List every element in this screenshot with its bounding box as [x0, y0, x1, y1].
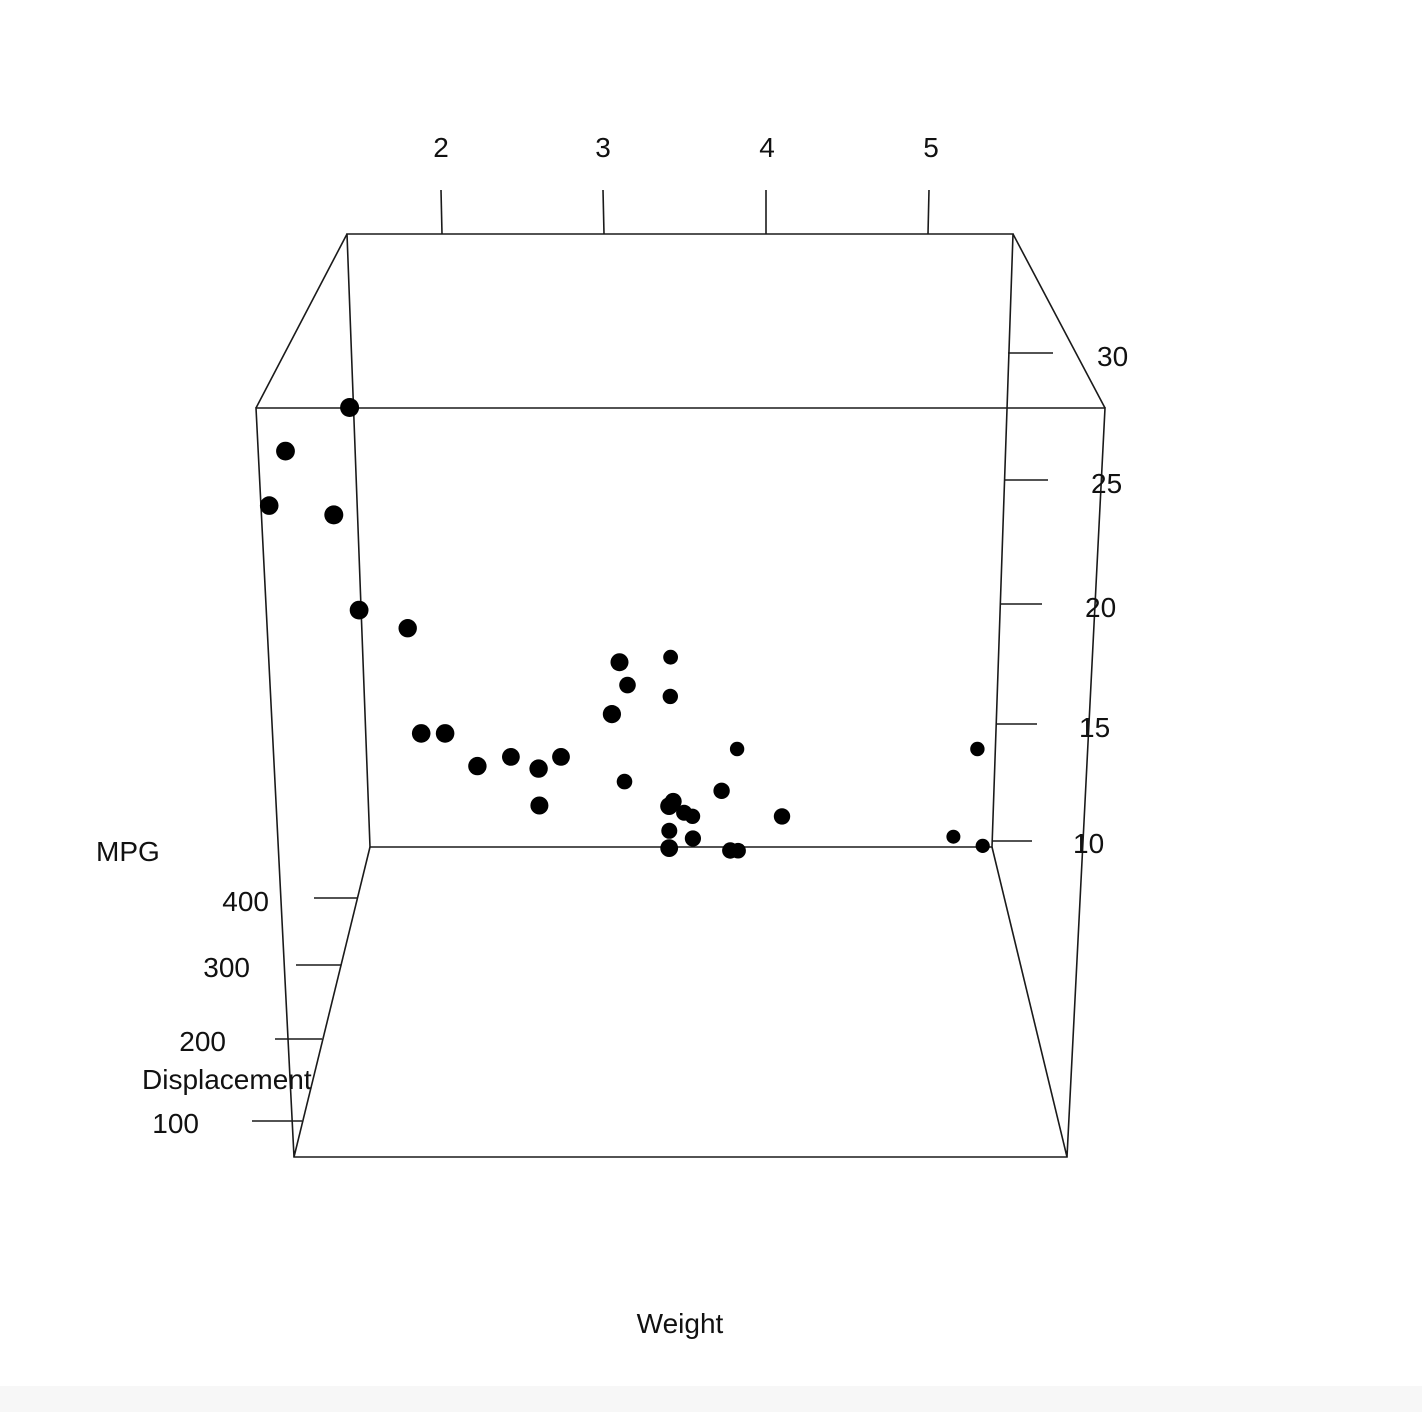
- data-point: [276, 441, 295, 461]
- weight-tick-label: 3: [595, 132, 611, 163]
- data-point: [664, 792, 682, 810]
- weight-tick: [602, 189, 605, 235]
- mpg-axis-label: MPG: [96, 836, 160, 867]
- data-point: [616, 773, 633, 790]
- data-point: [660, 839, 679, 857]
- data-point: [970, 741, 985, 757]
- edge-top-right: [1012, 233, 1106, 409]
- data-point: [662, 688, 678, 705]
- data-point: [411, 724, 431, 743]
- mpg-axis: 10 15 20 25 30 MPG: [96, 341, 1128, 867]
- data-point: [529, 759, 548, 778]
- mpg-tick-label: 10: [1073, 828, 1104, 859]
- data-point: [259, 496, 279, 515]
- data-point: [713, 782, 730, 799]
- data-point: [619, 676, 636, 694]
- weight-tick-label: 4: [759, 132, 775, 163]
- data-point: [684, 808, 701, 824]
- data-point: [684, 830, 702, 847]
- data-point: [502, 748, 520, 766]
- data-point: [729, 741, 745, 757]
- mpg-tick-label: 20: [1085, 592, 1116, 623]
- front-face: [255, 407, 1106, 1158]
- weight-tick: [927, 189, 930, 235]
- data-point: [610, 653, 629, 672]
- data-point: [946, 829, 961, 844]
- weight-axis-label: Weight: [637, 1308, 724, 1339]
- data-point: [730, 842, 746, 859]
- mpg-tick-label: 15: [1079, 712, 1110, 743]
- weight-tick: [440, 189, 443, 235]
- mpg-tick-label: 30: [1097, 341, 1128, 372]
- data-point: [435, 724, 455, 743]
- box-frame: [255, 233, 1106, 1158]
- weight-axis: 2 3 4 5 Weight: [433, 132, 939, 1339]
- data-point: [349, 600, 369, 620]
- edge-bottom-right: [991, 846, 1068, 1158]
- data-point: [530, 796, 549, 815]
- displacement-tick-label: 100: [152, 1108, 199, 1139]
- displacement-tick-label: 200: [179, 1026, 226, 1057]
- data-point: [663, 649, 678, 665]
- edge-bottom-left: [293, 846, 371, 1158]
- data-point: [340, 398, 360, 417]
- data-points: [259, 398, 990, 859]
- data-point: [468, 756, 487, 776]
- data-point: [773, 808, 791, 825]
- displacement-tick-label: 400: [222, 886, 269, 917]
- edge-top-left: [255, 233, 348, 409]
- data-point: [975, 838, 990, 854]
- displacement-axis-label: Displacement: [142, 1064, 312, 1095]
- data-point: [324, 505, 344, 525]
- data-point: [602, 705, 622, 724]
- mpg-tick-label: 25: [1091, 468, 1122, 499]
- displacement-axis: 100 200 300 400 Displacement: [142, 886, 358, 1139]
- data-point: [661, 822, 678, 839]
- data-point: [552, 748, 570, 766]
- back-face: [346, 233, 1014, 848]
- data-point: [398, 619, 417, 638]
- weight-tick-label: 5: [923, 132, 939, 163]
- weight-tick-label: 2: [433, 132, 449, 163]
- displacement-tick-label: 300: [203, 952, 250, 983]
- bottom-strip: [0, 1386, 1422, 1412]
